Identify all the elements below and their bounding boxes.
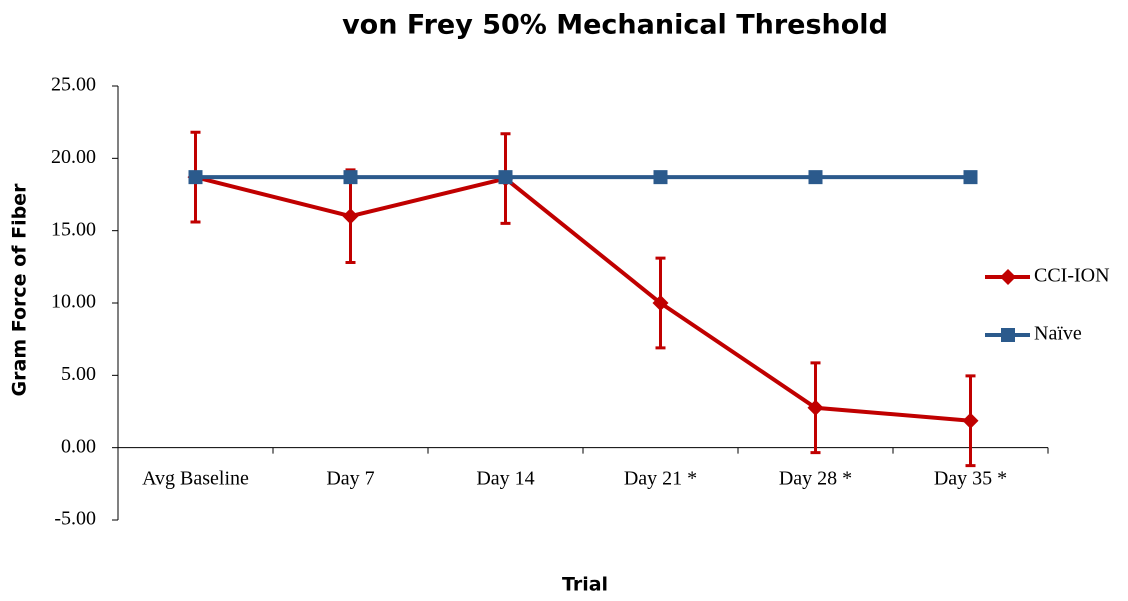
- x-tick-label: Avg Baseline: [142, 467, 249, 489]
- x-tick-label: Day 21 *: [624, 467, 697, 489]
- x-axis-label: Trial: [562, 574, 608, 596]
- y-tick-label: 5.00: [61, 363, 96, 385]
- data-point: [807, 399, 824, 416]
- chart-title: von Frey 50% Mechanical Threshold: [342, 10, 888, 41]
- data-point: [808, 170, 823, 185]
- y-axis-label: Gram Force of Fiber: [9, 183, 31, 397]
- data-point: [498, 170, 513, 185]
- x-tick-label: Day 7: [326, 467, 374, 489]
- data-point: [962, 412, 979, 429]
- data-point: [963, 170, 978, 185]
- data-point: [342, 208, 359, 225]
- data-point: [652, 295, 669, 311]
- data-point: [188, 170, 203, 185]
- y-tick-label: -5.00: [54, 508, 96, 530]
- y-tick-label: 0.00: [61, 435, 96, 457]
- y-tick-label: 15.00: [51, 218, 96, 240]
- x-tick-label: Day 14: [476, 467, 534, 489]
- legend-marker: [1000, 269, 1016, 285]
- data-point: [343, 170, 358, 185]
- y-tick-label: 25.00: [51, 74, 96, 96]
- x-tick-label: Day 35 *: [934, 467, 1007, 489]
- y-tick-label: 10.00: [51, 291, 96, 313]
- y-tick-label: 20.00: [51, 146, 96, 168]
- data-point: [653, 170, 668, 185]
- legend-label: CCI-ION: [1034, 265, 1110, 287]
- x-tick-label: Day 28 *: [779, 467, 852, 489]
- legend-label: Naïve: [1034, 323, 1082, 345]
- legend-marker: [1001, 328, 1015, 342]
- series-line: [195, 175, 971, 423]
